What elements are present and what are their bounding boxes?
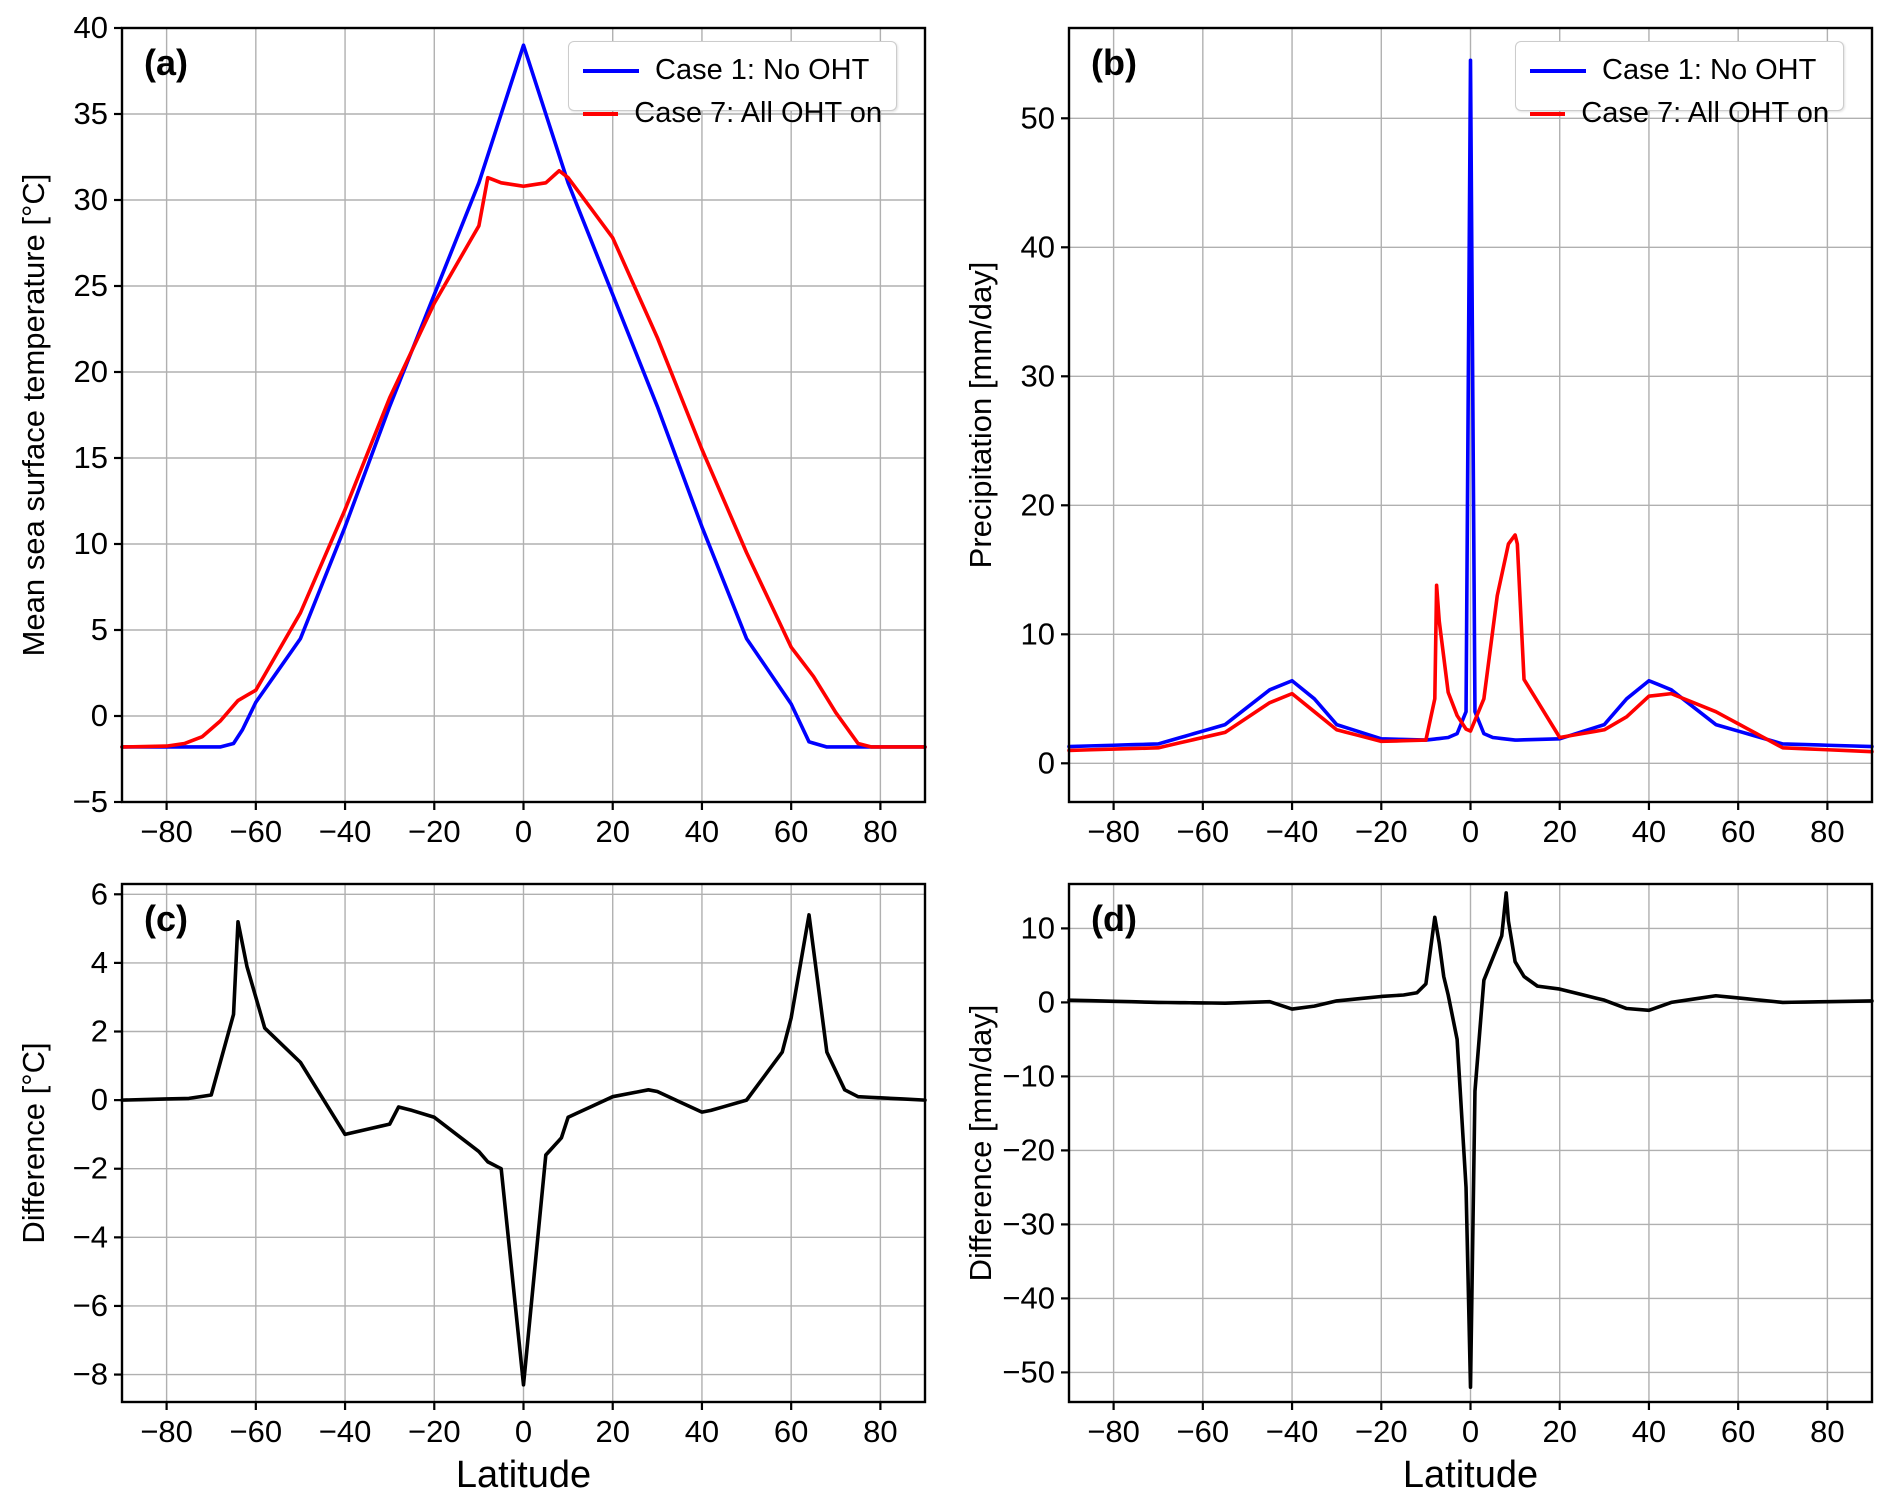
svg-text:80: 80 (863, 814, 897, 849)
svg-text:−8: −8 (73, 1357, 108, 1392)
svg-text:40: 40 (1632, 814, 1666, 849)
svg-text:20: 20 (1021, 487, 1055, 522)
svg-text:−50: −50 (1002, 1354, 1055, 1389)
svg-text:0: 0 (515, 814, 532, 849)
svg-text:−80: −80 (1087, 814, 1140, 849)
svg-text:40: 40 (685, 1414, 719, 1449)
svg-text:−40: −40 (1266, 814, 1319, 849)
svg-text:0: 0 (1462, 814, 1479, 849)
svg-text:80: 80 (1810, 814, 1844, 849)
svg-text:6: 6 (91, 876, 108, 911)
svg-text:10: 10 (1021, 910, 1055, 945)
svg-text:10: 10 (1021, 616, 1055, 651)
svg-text:10: 10 (74, 526, 108, 561)
svg-text:−20: −20 (408, 1414, 461, 1449)
svg-text:20: 20 (1542, 1414, 1576, 1449)
svg-text:−40: −40 (319, 1414, 372, 1449)
svg-text:−20: −20 (408, 814, 461, 849)
svg-text:80: 80 (1810, 1414, 1844, 1449)
svg-text:0: 0 (91, 698, 108, 733)
svg-text:20: 20 (595, 1414, 629, 1449)
svg-text:60: 60 (774, 1414, 808, 1449)
svg-text:−4: −4 (73, 1219, 108, 1254)
svg-text:35: 35 (74, 96, 108, 131)
svg-text:−10: −10 (1002, 1058, 1055, 1093)
svg-text:50: 50 (1021, 100, 1055, 135)
svg-text:−40: −40 (1266, 1414, 1319, 1449)
svg-text:0: 0 (1462, 1414, 1479, 1449)
svg-text:−60: −60 (230, 1414, 283, 1449)
svg-text:−5: −5 (73, 784, 108, 819)
svg-text:−30: −30 (1002, 1206, 1055, 1241)
svg-text:60: 60 (1721, 1414, 1755, 1449)
svg-text:−20: −20 (1355, 814, 1408, 849)
svg-text:60: 60 (1721, 814, 1755, 849)
svg-text:−80: −80 (1087, 1414, 1140, 1449)
svg-text:−60: −60 (230, 814, 283, 849)
svg-text:−20: −20 (1002, 1132, 1055, 1167)
svg-text:30: 30 (74, 182, 108, 217)
svg-text:20: 20 (74, 354, 108, 389)
svg-text:−40: −40 (1002, 1280, 1055, 1315)
svg-text:−80: −80 (140, 814, 193, 849)
svg-text:−20: −20 (1355, 1414, 1408, 1449)
svg-text:30: 30 (1021, 358, 1055, 393)
svg-text:25: 25 (74, 268, 108, 303)
svg-text:4: 4 (91, 945, 108, 980)
svg-text:15: 15 (74, 440, 108, 475)
svg-text:20: 20 (595, 814, 629, 849)
svg-text:−40: −40 (319, 814, 372, 849)
svg-text:−6: −6 (73, 1288, 108, 1323)
svg-text:−2: −2 (73, 1151, 108, 1186)
svg-text:40: 40 (685, 814, 719, 849)
svg-text:0: 0 (515, 1414, 532, 1449)
svg-text:80: 80 (863, 1414, 897, 1449)
svg-text:−60: −60 (1177, 814, 1230, 849)
svg-text:−80: −80 (140, 1414, 193, 1449)
svg-text:40: 40 (74, 10, 108, 45)
svg-text:5: 5 (91, 612, 108, 647)
svg-text:40: 40 (1021, 229, 1055, 264)
svg-text:0: 0 (91, 1082, 108, 1117)
svg-text:40: 40 (1632, 1414, 1666, 1449)
svg-text:20: 20 (1542, 814, 1576, 849)
svg-text:0: 0 (1038, 745, 1055, 780)
svg-text:60: 60 (774, 814, 808, 849)
svg-text:2: 2 (91, 1014, 108, 1049)
svg-text:−60: −60 (1177, 1414, 1230, 1449)
svg-text:0: 0 (1038, 984, 1055, 1019)
